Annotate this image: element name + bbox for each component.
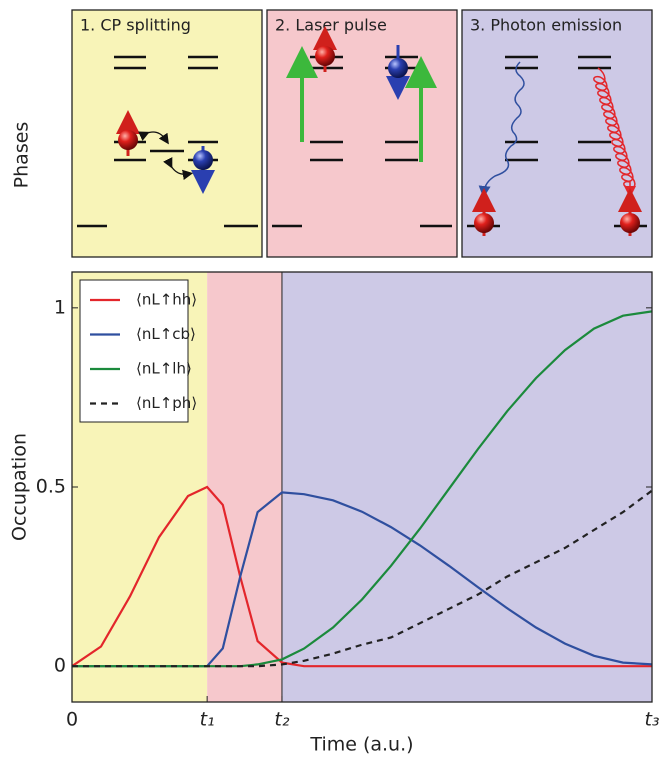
legend-box xyxy=(79,279,189,423)
phase-title: 1. CP splitting xyxy=(80,16,191,35)
phase-title: 3. Photon emission xyxy=(470,16,622,35)
phase-panels: 1. CP splitting 2. Laser pulse 3. Photon e… xyxy=(71,9,653,258)
x-tick-label: 0 xyxy=(66,709,78,731)
phase-panel xyxy=(266,9,458,258)
legend-label: ⟨nL↑ph⟩ xyxy=(136,394,197,412)
y-tick-label: 0 xyxy=(54,655,66,677)
y-tick-label: 0.5 xyxy=(36,476,66,498)
phases-label: Phases xyxy=(11,122,33,189)
series-line xyxy=(71,485,652,668)
legend-label: ⟨nL↑lh⟩ xyxy=(136,360,192,378)
series-line xyxy=(72,310,653,668)
phase-panel xyxy=(71,9,263,258)
y-tick-label: 1 xyxy=(54,296,66,318)
panel-drawings xyxy=(77,26,647,236)
x-axis-label: Time (a.u.) xyxy=(309,734,413,756)
x-tick-label: t₁ xyxy=(200,709,215,731)
phase-band xyxy=(207,272,282,702)
legend-label: ⟨nL↑cb⟩ xyxy=(136,325,196,343)
phase-title: 2. Laser pulse xyxy=(275,16,387,35)
y-axis-label: Occupation xyxy=(9,433,31,541)
chart: Occupation Time (a.u.) 0 0.5 1 0 t₁ t₂ t₃ ⟨nL↑h… xyxy=(9,271,660,756)
phase-band xyxy=(281,272,652,702)
x-tick-label: t₃ xyxy=(644,709,659,731)
series-line xyxy=(72,489,653,668)
x-tick-label: t₂ xyxy=(274,709,289,731)
legend-label: ⟨nL↑hh⟩ xyxy=(136,291,197,309)
plot-frame xyxy=(71,271,653,703)
